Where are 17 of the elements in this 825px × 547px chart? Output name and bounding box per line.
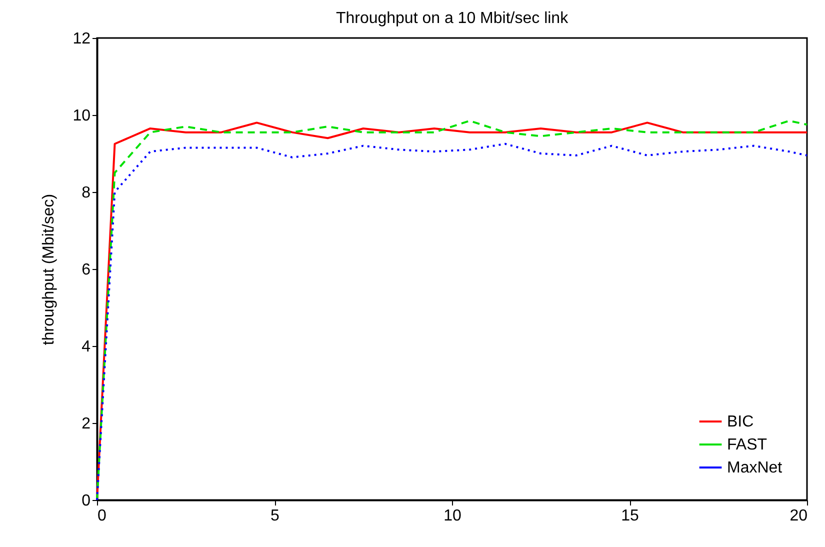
x-tick-label: 5	[270, 508, 280, 524]
legend-label: MaxNet	[727, 460, 783, 476]
x-tick-label: 10	[444, 508, 462, 524]
y-tick-label: 12	[72, 30, 91, 48]
x-tick-label: 15	[621, 508, 639, 524]
legend-label: BIC	[727, 414, 754, 430]
y-tick-label: 8	[82, 184, 91, 202]
x-tick-label: 0	[98, 508, 106, 524]
y-tick-label: 6	[82, 262, 91, 278]
y-tick-label: 4	[82, 338, 91, 356]
legend-label: FAST	[727, 436, 768, 454]
x-tick-label: 20	[790, 508, 808, 524]
y-axis-title: throughput (Mbit/sec)	[40, 194, 58, 346]
y-tick-label: 10	[72, 108, 91, 124]
chart-title: Throughput on a 10 Mbit/sec link	[336, 10, 570, 27]
y-tick-label: 0	[82, 492, 91, 510]
y-tick-label: 2	[82, 416, 91, 432]
